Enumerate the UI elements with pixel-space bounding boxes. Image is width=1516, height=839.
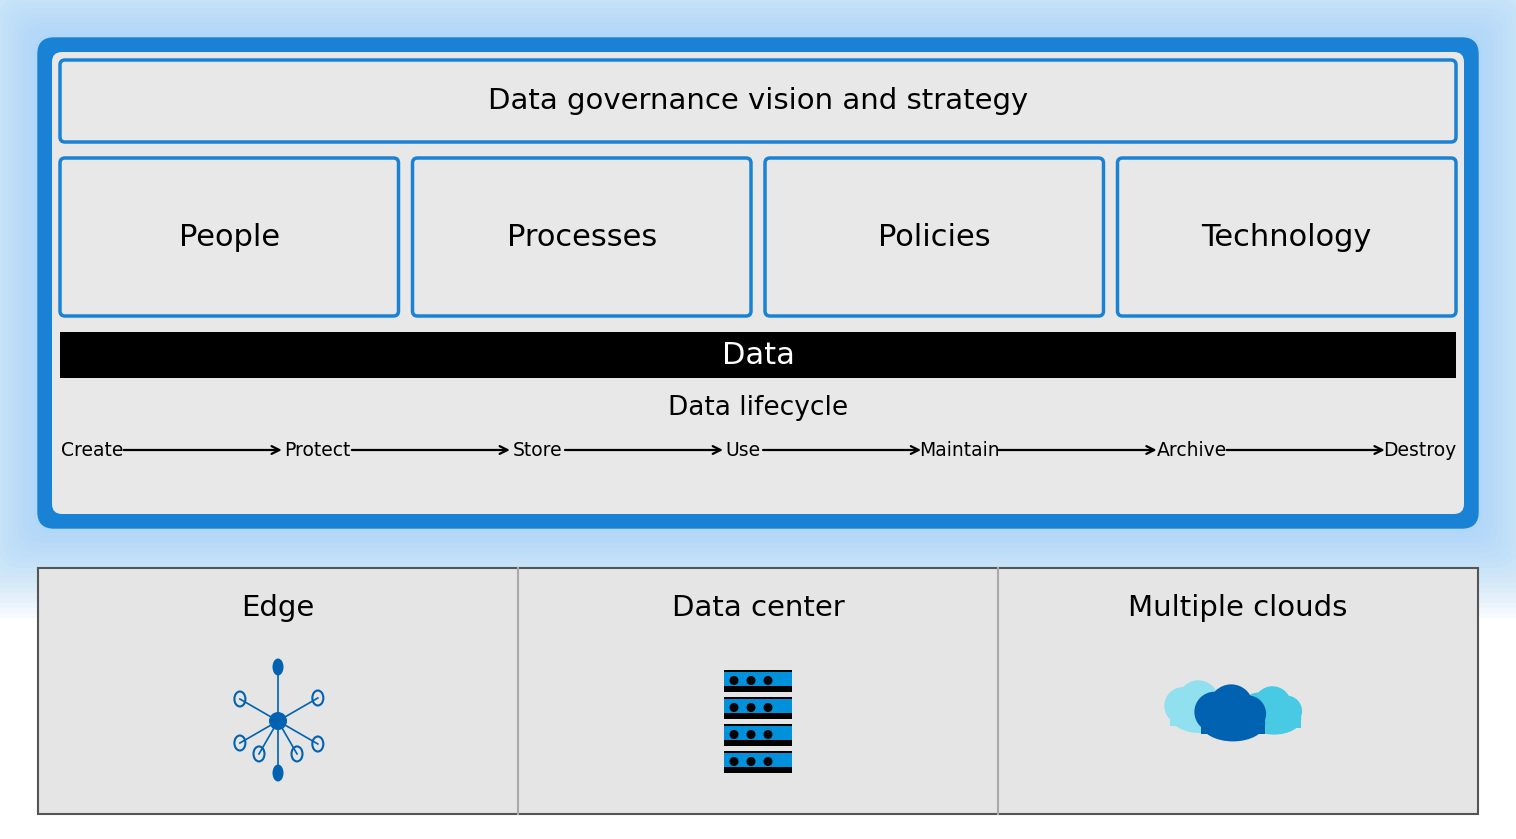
Circle shape [729, 676, 738, 685]
Ellipse shape [1201, 705, 1266, 742]
Circle shape [746, 703, 755, 712]
FancyBboxPatch shape [23, 23, 1493, 543]
Ellipse shape [1246, 703, 1301, 735]
Ellipse shape [1170, 699, 1229, 733]
FancyBboxPatch shape [0, 0, 1516, 608]
FancyBboxPatch shape [1117, 158, 1455, 316]
Text: Create: Create [61, 440, 124, 460]
Bar [725, 723, 791, 746]
FancyBboxPatch shape [61, 158, 399, 316]
Circle shape [1270, 696, 1302, 727]
Text: Store: Store [512, 440, 562, 460]
Circle shape [1254, 686, 1292, 724]
Bar [725, 726, 791, 739]
FancyBboxPatch shape [0, 0, 1516, 598]
Circle shape [1164, 687, 1202, 725]
Text: Technology: Technology [1202, 222, 1372, 252]
Text: People: People [179, 222, 280, 252]
Circle shape [1242, 692, 1275, 727]
FancyBboxPatch shape [3, 3, 1513, 563]
FancyBboxPatch shape [766, 158, 1104, 316]
FancyBboxPatch shape [0, 0, 1516, 603]
Circle shape [1195, 691, 1236, 732]
FancyBboxPatch shape [0, 0, 1516, 613]
Circle shape [764, 757, 773, 766]
FancyBboxPatch shape [52, 52, 1464, 514]
Text: Data center: Data center [672, 594, 844, 622]
Circle shape [764, 676, 773, 685]
Bar [725, 696, 791, 718]
FancyBboxPatch shape [0, 0, 1516, 588]
Text: Processes: Processes [506, 222, 656, 252]
FancyBboxPatch shape [61, 332, 1455, 378]
FancyBboxPatch shape [0, 0, 1516, 583]
FancyBboxPatch shape [38, 38, 1478, 528]
FancyBboxPatch shape [14, 13, 1502, 553]
FancyBboxPatch shape [412, 158, 750, 316]
Circle shape [746, 676, 755, 685]
Circle shape [1210, 685, 1254, 728]
Ellipse shape [273, 764, 283, 781]
Circle shape [268, 712, 287, 730]
FancyBboxPatch shape [8, 8, 1508, 558]
Text: Multiple clouds: Multiple clouds [1128, 594, 1348, 622]
Bar [725, 671, 791, 685]
Text: Maintain: Maintain [920, 440, 1001, 460]
Bar [725, 751, 791, 773]
Text: Policies: Policies [878, 222, 990, 252]
Circle shape [729, 730, 738, 739]
Text: Destroy: Destroy [1383, 440, 1457, 460]
FancyBboxPatch shape [61, 332, 1455, 506]
FancyBboxPatch shape [27, 28, 1489, 538]
Circle shape [746, 730, 755, 739]
Text: Use: Use [726, 440, 761, 460]
FancyBboxPatch shape [0, 0, 1516, 618]
Bar [1246, 719, 1301, 728]
Circle shape [729, 703, 738, 712]
FancyBboxPatch shape [0, 0, 1516, 568]
Text: Edge: Edge [241, 594, 315, 622]
Text: Data: Data [722, 341, 794, 369]
FancyBboxPatch shape [0, 0, 1516, 573]
Ellipse shape [273, 659, 283, 675]
Circle shape [1229, 696, 1266, 732]
Bar [1170, 716, 1229, 727]
Bar [1201, 723, 1266, 734]
Circle shape [746, 757, 755, 766]
Bar [725, 670, 791, 691]
FancyBboxPatch shape [61, 60, 1455, 142]
Text: Data governance vision and strategy: Data governance vision and strategy [488, 87, 1028, 115]
Text: Protect: Protect [283, 440, 350, 460]
FancyBboxPatch shape [33, 33, 1483, 533]
Bar [725, 753, 791, 767]
Bar [38, 568, 1478, 814]
Bar [61, 332, 1455, 378]
Bar [725, 699, 791, 712]
Circle shape [764, 730, 773, 739]
Circle shape [1196, 690, 1231, 725]
Circle shape [729, 757, 738, 766]
FancyBboxPatch shape [0, 0, 1516, 578]
Circle shape [764, 703, 773, 712]
Text: Archive: Archive [1157, 440, 1226, 460]
Circle shape [1178, 680, 1219, 721]
FancyBboxPatch shape [18, 18, 1498, 548]
FancyBboxPatch shape [0, 0, 1516, 593]
Text: Data lifecycle: Data lifecycle [669, 395, 847, 421]
